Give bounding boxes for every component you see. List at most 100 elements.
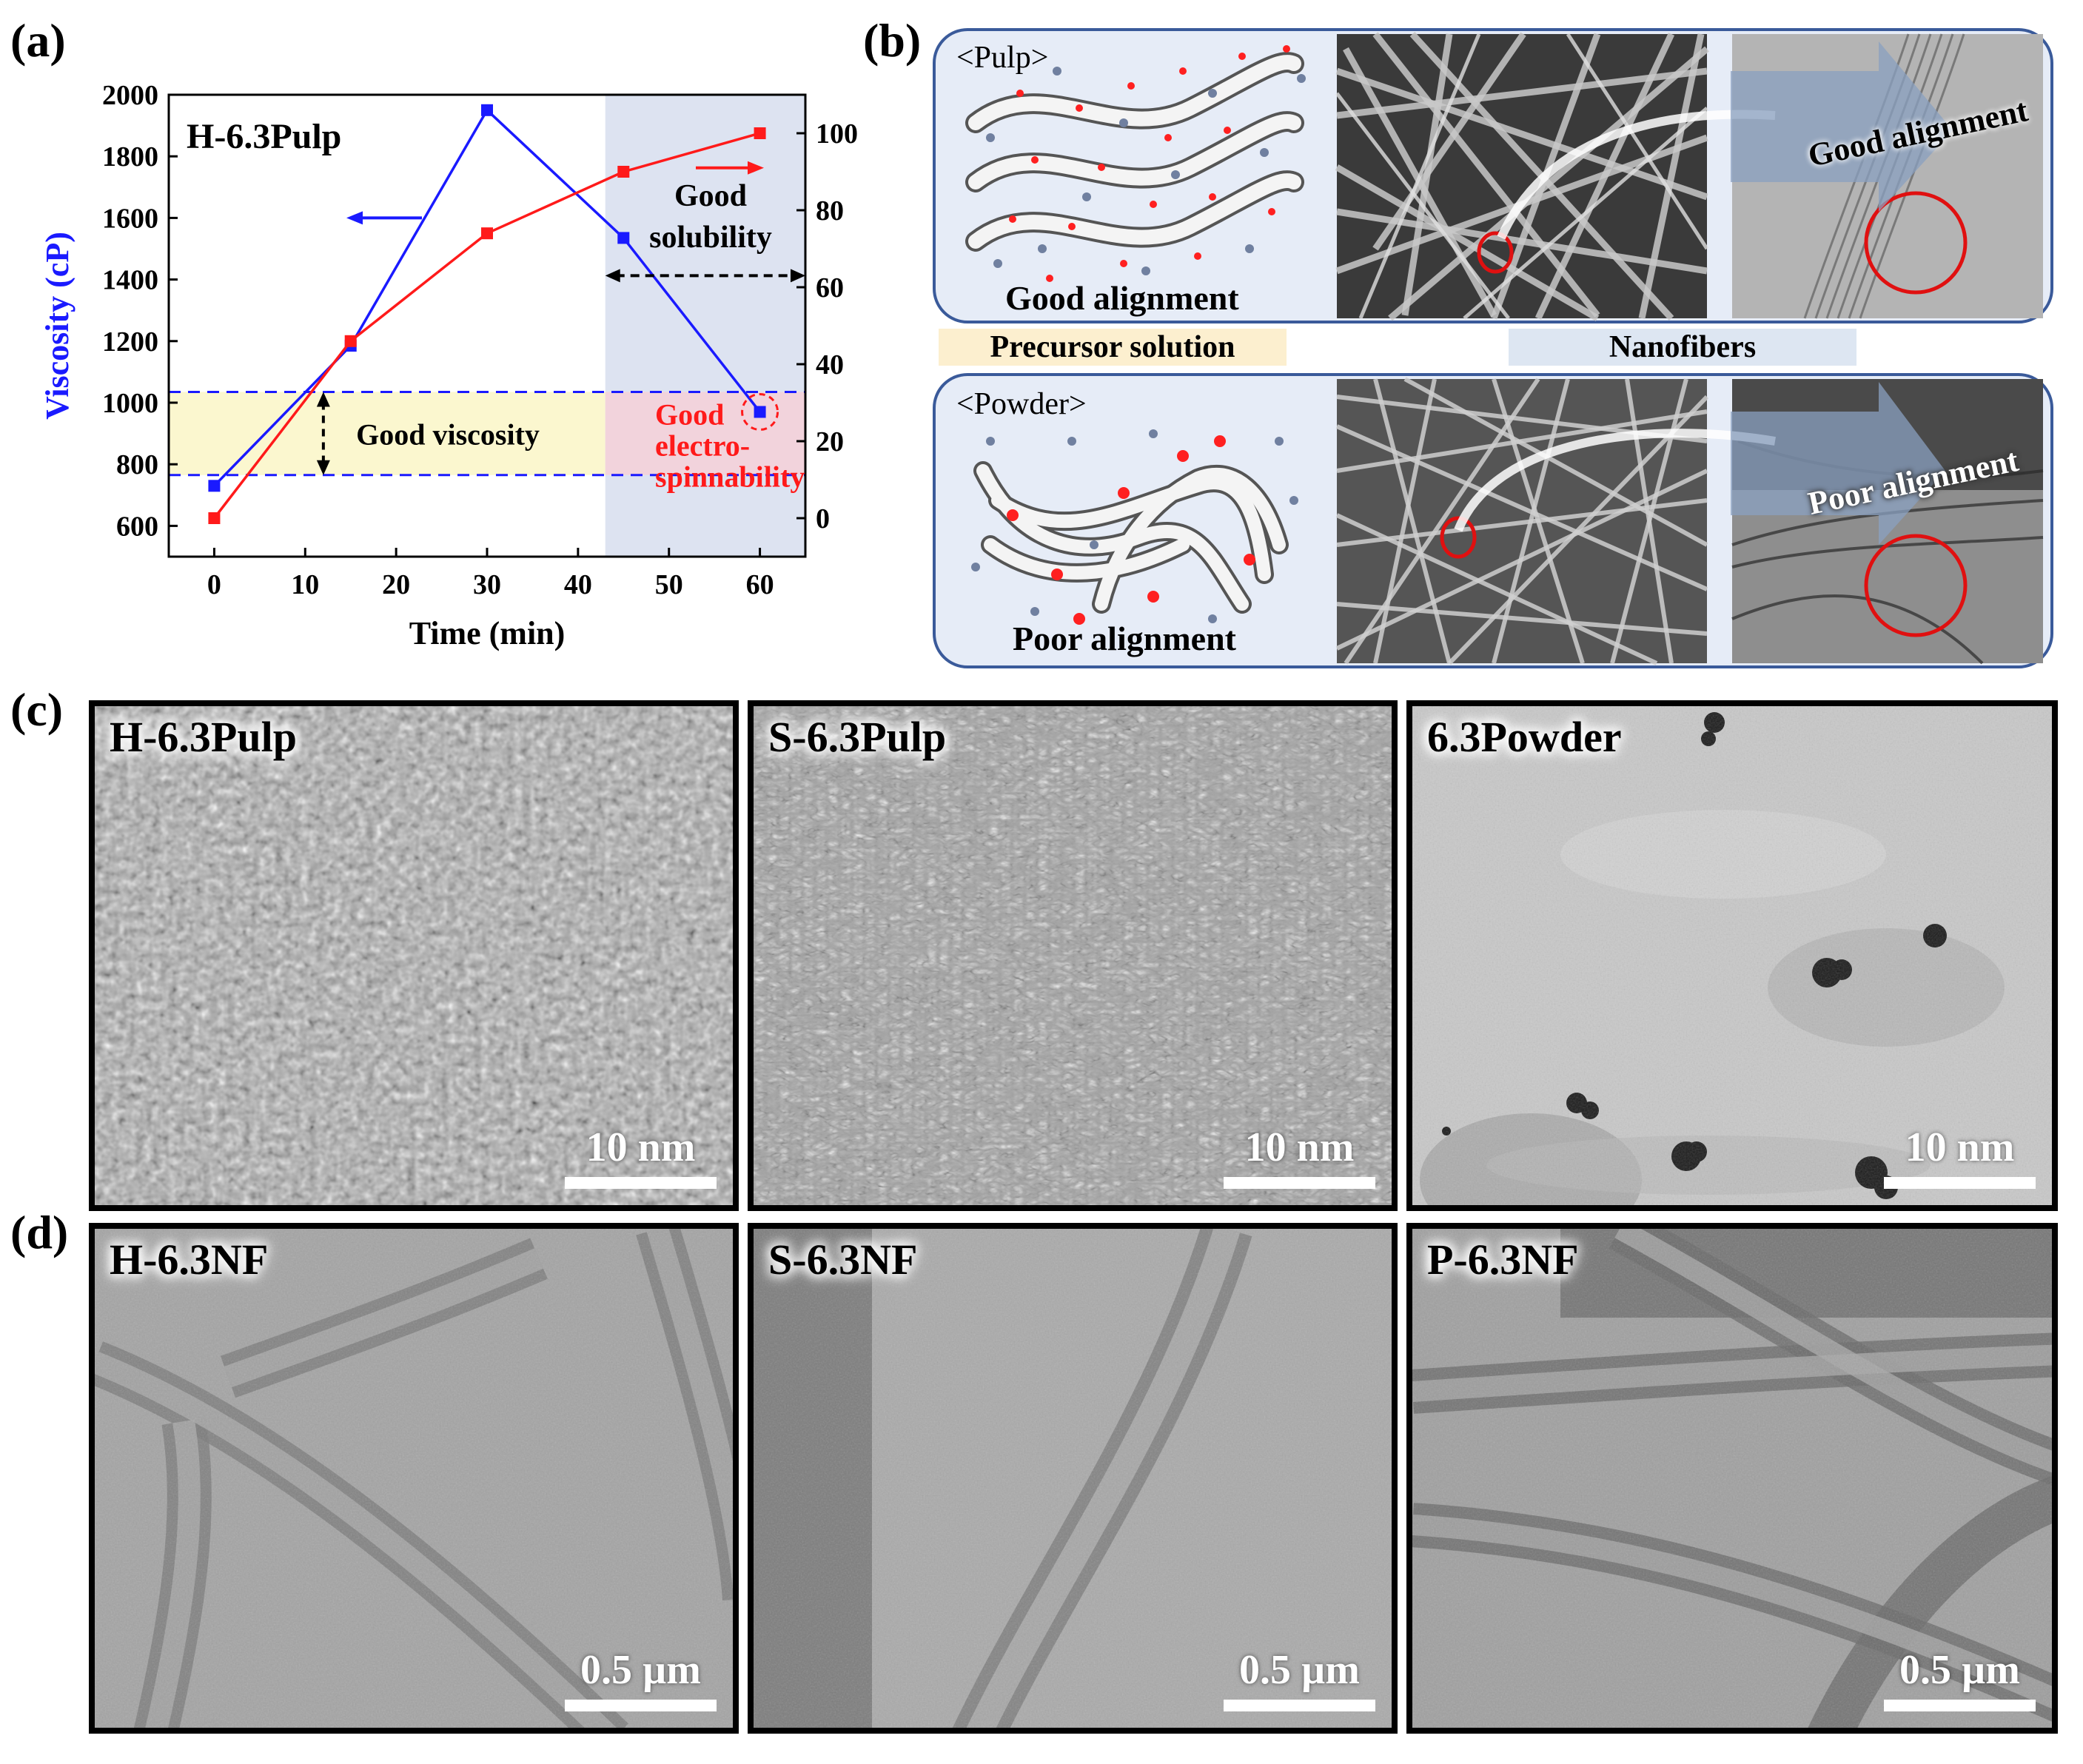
tem-sample-label: 6.3Powder [1427, 713, 1622, 761]
tem-texture [95, 706, 733, 1205]
y-tick-label: 1400 [102, 265, 158, 296]
y2-tick-label: 60 [816, 272, 844, 303]
nanofibers-bar [1509, 329, 1856, 366]
y2-tick-label: 20 [816, 426, 844, 457]
x-tick-label: 60 [746, 569, 774, 600]
nanofiber-tubes [754, 1229, 1392, 1728]
scale-bar-line [1224, 1700, 1375, 1711]
scale-bar: 10 nm [1224, 1124, 1375, 1189]
scale-bar-line [565, 1700, 717, 1711]
data-point-left [754, 406, 766, 418]
tem-sample-label: S-6.3Pulp [768, 713, 947, 761]
data-point-right [344, 335, 357, 347]
data-point-right [617, 166, 630, 178]
pulp-tag: <Pulp> [956, 41, 1049, 75]
x-tick-label: 30 [473, 569, 501, 600]
x-tick-label: 0 [207, 569, 221, 600]
powder-arrow-head [1731, 382, 1945, 545]
y-tick-label: 1200 [102, 326, 158, 358]
y2-tick-label: 100 [816, 118, 858, 150]
highlight-circle [741, 392, 779, 431]
good-viscosity-band [169, 392, 606, 475]
scale-bar: 10 nm [565, 1124, 717, 1189]
powder-zoom-arrow [1454, 429, 1776, 532]
good-viscosity-label: Good viscosity [356, 418, 540, 452]
tem-sample-label: S-6.3NF [768, 1235, 918, 1284]
y2-tick-label: 40 [816, 349, 844, 380]
y2-tick-label: 80 [816, 195, 844, 227]
pulp-molecules [1009, 45, 1290, 282]
pulp-zoom-arrow [1497, 110, 1776, 240]
tem-image-h-pulp: H-6.3Pulp 10 nm [89, 700, 739, 1211]
data-point-left [481, 104, 493, 116]
arrowhead-up [316, 392, 330, 407]
x-tick-label: 10 [291, 569, 319, 600]
good-electrospinnability-label-1: electro- [655, 429, 750, 462]
powder-sem-image [1335, 377, 1709, 665]
y-tick-label: 1800 [102, 141, 158, 172]
arrowhead-right [791, 269, 805, 283]
tem-image-p-nf: P-6.3NF 0.5 µm [1406, 1223, 2058, 1734]
scale-bar-line [565, 1177, 717, 1189]
data-point-right [208, 512, 221, 524]
pulp-aligned-fibers [965, 52, 1304, 252]
chart-title: H-6.3Pulp [187, 117, 341, 156]
powder-particles [1412, 706, 2052, 1205]
good-solubility-label-1: Good [674, 179, 747, 213]
tem-image-powder: 6.3Powder 10 nm [1406, 700, 2058, 1211]
tem-image-s-nf: S-6.3NF 0.5 µm [748, 1223, 1398, 1734]
good-electrospinnability-band [605, 392, 805, 475]
tem-image-h-nf: H-6.3NF 0.5 µm [89, 1223, 739, 1734]
powder-poor-alignment-label: Poor alignment [1013, 620, 1236, 657]
tem-sample-label: H-6.3Pulp [110, 713, 297, 761]
tem-sample-label: H-6.3NF [110, 1235, 269, 1284]
x-tick-label: 20 [382, 569, 410, 600]
pulp-good-alignment-label: Good alignment [1005, 279, 1239, 317]
viscosity-axis-arrowhead [346, 211, 363, 225]
nanofiber-tubes [95, 1229, 733, 1728]
y-tick-label: 2000 [102, 80, 158, 111]
scale-bar-label: 10 nm [1905, 1124, 2015, 1170]
nanofiber-tubes [1412, 1229, 2052, 1728]
pulp-solvent-molecules [986, 67, 1306, 275]
y2-tick-label: 0 [816, 503, 830, 534]
good-electrospinnability-label-2: spinnability [655, 460, 805, 493]
panel-label-c: (c) [10, 683, 64, 736]
y-tick-label: 1000 [102, 388, 158, 419]
powder-tag: <Powder> [956, 387, 1087, 421]
arrowhead-left [605, 269, 620, 283]
pulp-arrow-head [1731, 41, 1953, 212]
powder-molecules [1007, 435, 1255, 625]
scale-bar: 0.5 µm [1884, 1646, 2036, 1711]
good-solubility-label-2: solubility [649, 221, 772, 255]
data-point-left [617, 232, 630, 244]
scale-bar: 0.5 µm [1224, 1646, 1375, 1711]
y-tick-label: 600 [116, 511, 158, 542]
panel-label-a: (a) [10, 14, 66, 67]
precursor-bar [939, 329, 1287, 366]
scale-bar-line [1884, 1177, 2036, 1189]
y-tick-label: 1600 [102, 203, 158, 234]
panel-label-b: (b) [863, 14, 922, 67]
panel-label-d: (d) [10, 1206, 69, 1258]
powder-poor-fibers [973, 461, 1289, 614]
scale-bar: 0.5 µm [565, 1646, 717, 1711]
x-tick-label: 50 [655, 569, 683, 600]
scale-bar-label: 10 nm [586, 1124, 696, 1170]
nanofibers-label: Nanofibers [1609, 330, 1757, 364]
good-electrospinnability-label-0: Good [655, 398, 724, 431]
data-point-right [754, 127, 766, 139]
precursor-solution-label: Precursor solution [990, 330, 1235, 364]
scale-bar-line [1224, 1177, 1375, 1189]
scale-bar-label: 0.5 µm [580, 1647, 701, 1693]
x-tick-label: 40 [564, 569, 592, 600]
tem-image-s-pulp: S-6.3Pulp 10 nm [748, 700, 1398, 1211]
y-axis-label: Viscosity (cP) [39, 232, 76, 420]
panel-b-svg [933, 28, 2053, 668]
good-solubility-region [605, 95, 805, 557]
scale-bar-line [1884, 1700, 2036, 1711]
scale-bar: 10 nm [1884, 1124, 2036, 1189]
scale-bar-label: 10 nm [1244, 1124, 1355, 1170]
y-tick-label: 800 [116, 449, 158, 480]
x-axis-label: Time (min) [409, 615, 566, 651]
